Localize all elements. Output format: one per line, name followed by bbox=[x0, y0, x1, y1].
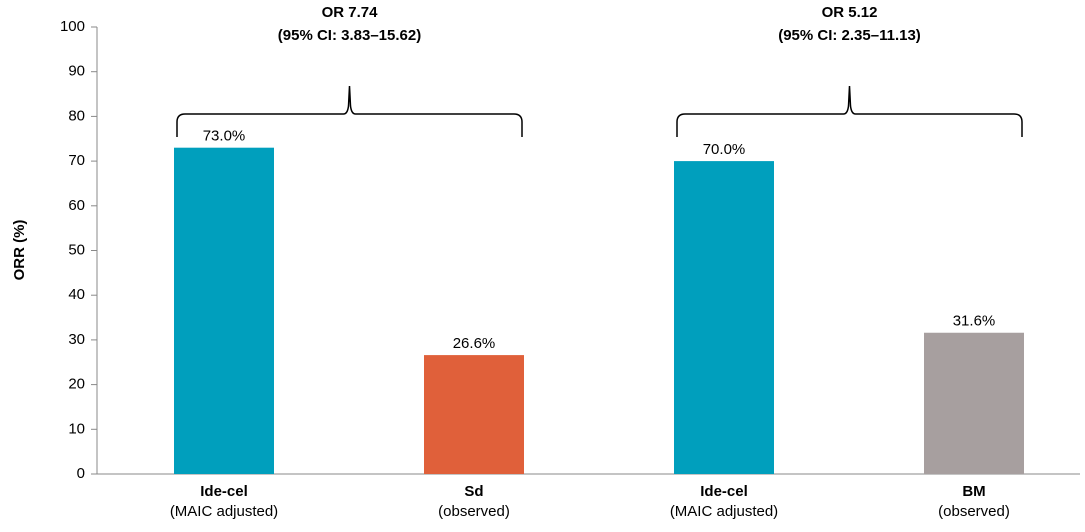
bar bbox=[424, 355, 524, 474]
x-tick-sublabel: (observed) bbox=[438, 503, 510, 520]
bar bbox=[924, 332, 1024, 474]
x-tick-label: BM bbox=[962, 483, 985, 500]
value-label: 26.6% bbox=[453, 335, 496, 352]
bracket bbox=[676, 85, 1023, 137]
y-tick-label: 70 bbox=[68, 152, 85, 169]
bar bbox=[174, 147, 274, 474]
x-tick-sublabel: (observed) bbox=[938, 503, 1010, 520]
x-tick-label: Ide-cel bbox=[700, 483, 748, 500]
value-label: 70.0% bbox=[703, 141, 746, 158]
y-tick-label: 90 bbox=[68, 63, 85, 80]
annotation: OR 7.74 bbox=[322, 4, 379, 21]
x-tick-sublabel: (MAIC adjusted) bbox=[170, 503, 278, 520]
y-tick-label: 60 bbox=[68, 197, 85, 214]
value-label: 31.6% bbox=[953, 313, 996, 330]
x-tick-sublabel: (MAIC adjusted) bbox=[670, 503, 778, 520]
x-tick-label: Sd bbox=[464, 483, 483, 500]
annotation: OR 5.12 bbox=[822, 4, 878, 21]
y-tick-label: 30 bbox=[68, 331, 85, 348]
y-tick-label: 50 bbox=[68, 241, 85, 258]
bracket bbox=[176, 85, 523, 137]
y-tick-label: 100 bbox=[60, 18, 85, 35]
y-tick-label: 10 bbox=[68, 420, 85, 437]
y-axis-label: ORR (%) bbox=[11, 220, 28, 281]
y-tick-label: 0 bbox=[77, 465, 85, 482]
y-tick-label: 20 bbox=[68, 376, 85, 393]
annotation-sub: (95% CI: 2.35–11.13) bbox=[778, 27, 921, 44]
y-tick-label: 80 bbox=[68, 107, 85, 124]
annotation-sub: (95% CI: 3.83–15.62) bbox=[278, 27, 421, 44]
x-tick-label: Ide-cel bbox=[200, 483, 248, 500]
bar bbox=[674, 161, 774, 474]
y-tick-label: 40 bbox=[68, 286, 85, 303]
value-label: 73.0% bbox=[203, 128, 246, 145]
